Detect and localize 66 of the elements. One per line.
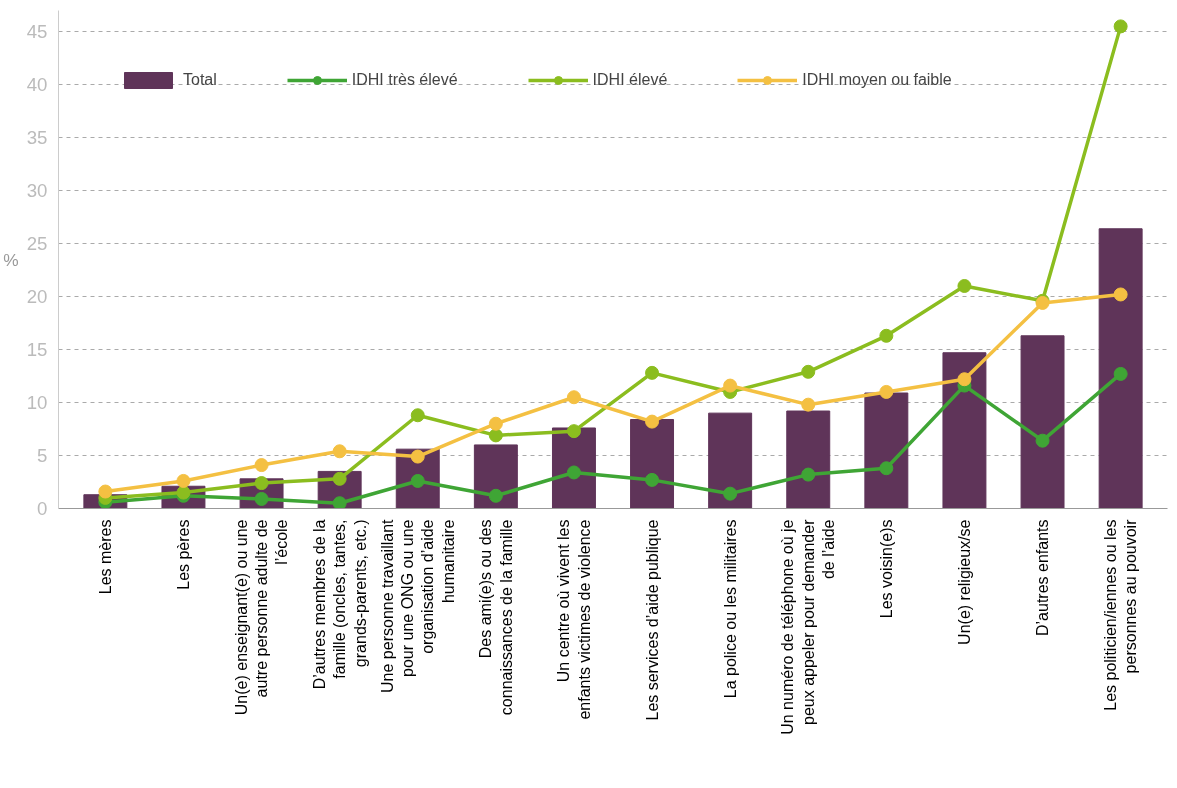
bar [786, 410, 831, 509]
point [566, 465, 581, 480]
point [176, 473, 191, 488]
bar [708, 412, 753, 509]
point [98, 484, 113, 499]
point [410, 408, 425, 423]
point [801, 397, 816, 412]
y-tick-label: 35 [26, 127, 48, 149]
point [1035, 433, 1050, 448]
point [645, 365, 660, 380]
bar [942, 352, 987, 509]
y-tick-label: 15 [26, 339, 48, 361]
legend-label: IDHI élevé [592, 71, 668, 89]
y-tick-label: 0 [37, 498, 48, 519]
bar [864, 392, 909, 509]
bar [630, 419, 675, 509]
point [254, 476, 269, 491]
y-tick-label: 40 [26, 74, 48, 96]
x-tick-label: D’autres membres de la famille (oncles, tantes, grands-parents, etc.) [310, 519, 369, 690]
point [1113, 287, 1128, 302]
x-tick-label: Les services d’aide publique [643, 519, 661, 721]
x-tick-label: La police ou les militaires [721, 519, 739, 699]
point [879, 328, 894, 343]
x-tick-label: Les politicien/iennes ou les personnes au pouvoir [1101, 518, 1140, 711]
point [566, 424, 581, 439]
y-tick-label: 25 [26, 233, 48, 255]
bar [473, 444, 518, 509]
point [1113, 19, 1128, 34]
point [645, 414, 660, 429]
point [410, 449, 425, 464]
point [801, 364, 816, 379]
point [488, 416, 503, 431]
x-tick-label: Les mères [96, 519, 114, 595]
point [1113, 366, 1128, 381]
x-tick-label: Un(e) enseignant(e) ou une autre personne adulte de l’école [232, 519, 291, 716]
legend-label: IDHI très élevé [351, 71, 458, 89]
y-axis-title: % [3, 249, 19, 270]
x-tick-label: Les pères [174, 519, 192, 590]
y-tick-label: 5 [37, 445, 48, 467]
x-tick-label: Un numéro de téléphone où je peux appeler pour demander de l’aide [779, 518, 838, 735]
point [723, 378, 738, 393]
point [332, 444, 347, 459]
x-tick-label: Les voisin(e)s [877, 519, 895, 619]
y-tick-label: 10 [26, 392, 48, 414]
x-tick-label: D’autres enfants [1034, 519, 1052, 637]
bar [1020, 335, 1065, 509]
point [879, 461, 894, 476]
y-tick-label: 30 [26, 180, 48, 202]
point [879, 384, 894, 399]
bar [1098, 228, 1143, 509]
point [566, 390, 581, 405]
point [488, 428, 503, 443]
point [723, 486, 738, 501]
point [801, 467, 816, 482]
point [488, 488, 503, 503]
legend-label: IDHI moyen ou faible [802, 71, 952, 89]
y-tick-label: 20 [26, 286, 48, 308]
point [254, 458, 269, 473]
point [957, 372, 972, 387]
point [957, 279, 972, 293]
x-tick-label: Un(e) religieux/se [955, 519, 973, 645]
point [645, 472, 660, 487]
legend-label: Total [183, 71, 217, 89]
point [332, 471, 347, 486]
y-tick-label: 45 [26, 21, 48, 43]
point [332, 496, 347, 509]
